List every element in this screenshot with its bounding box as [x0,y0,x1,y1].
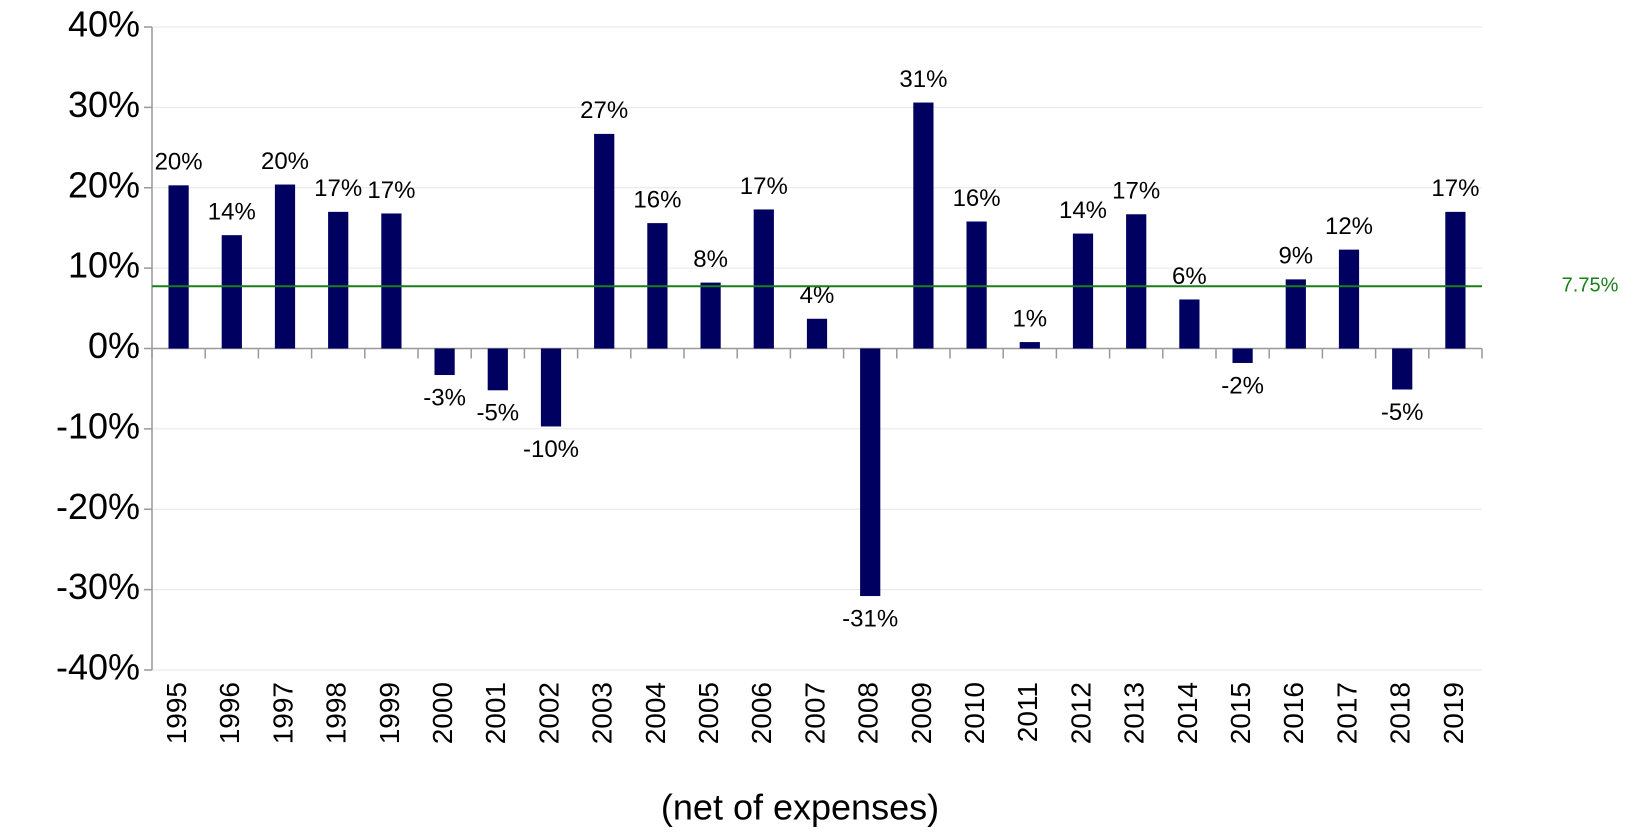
x-tick-label: 2011 [1012,682,1043,742]
data-label: -3% [423,384,466,411]
bar [1445,211,1466,349]
x-tick-label: 2014 [1172,682,1203,744]
y-tick-label: 30% [68,84,140,125]
bar [381,213,402,349]
data-label: 17% [1112,178,1160,205]
bar [221,235,242,349]
bar [540,348,562,427]
x-tick-label: 1997 [267,682,298,744]
data-label: 16% [953,185,1001,212]
x-tick-label: 2002 [533,682,564,744]
bar [753,209,774,349]
data-label: 16% [633,186,681,213]
data-label: 27% [580,97,628,124]
x-tick-label: 2019 [1438,682,1469,744]
bar [1392,348,1413,390]
data-label: -31% [842,605,898,632]
data-label: 9% [1278,243,1313,270]
y-tick-label: 40% [68,4,140,45]
bar [966,221,987,349]
y-tick-label: 10% [68,245,140,286]
bar [913,102,934,349]
x-tick-label: 1998 [321,682,352,744]
x-tick-label: 2016 [1278,682,1309,744]
data-label: -5% [1381,399,1424,426]
data-label: 17% [1431,175,1479,202]
y-tick-label: 20% [68,164,140,205]
x-tick-label: 2009 [906,682,937,744]
bar [434,348,455,376]
bar [806,318,828,349]
x-tick-label: 1999 [374,682,405,744]
bar [487,348,508,391]
y-tick-label: -10% [56,405,140,446]
data-label: -5% [476,400,519,427]
x-tick-label: 2003 [587,682,618,744]
x-tick-label: 2001 [480,682,511,744]
data-label: 20% [261,148,309,175]
bar [1232,348,1253,363]
x-axis-title: (net of expenses) [661,787,939,828]
data-label: 14% [1059,197,1107,224]
data-label: 12% [1325,213,1373,240]
data-label: 8% [693,246,728,273]
x-tick-label: 2006 [746,682,777,744]
bar [594,133,615,349]
bar [168,185,189,349]
x-tick-label: 2005 [693,682,724,744]
data-label: 14% [208,199,256,226]
bar [700,282,721,349]
x-tick-label: 2007 [799,682,830,744]
x-tick-label: 1995 [161,682,192,744]
data-label: -2% [1221,372,1264,399]
data-label: 17% [314,175,362,202]
x-tick-label: 2000 [427,682,458,744]
y-tick-label: -20% [56,486,140,527]
data-label: 17% [740,173,788,200]
x-tick-label: 2015 [1225,682,1256,744]
x-tick-label: 2013 [1119,682,1150,744]
bar [1126,214,1147,349]
x-tick-label: 2004 [640,682,671,744]
data-label: -10% [523,436,579,463]
y-tick-label: 0% [88,325,140,366]
x-tick-label: 2018 [1385,682,1416,744]
data-label: 31% [899,66,947,93]
x-tick-label: 2017 [1331,682,1362,744]
bar [1019,342,1040,349]
x-tick-label: 2012 [1065,682,1096,744]
bar [1072,233,1094,349]
y-tick-label: -40% [56,647,140,688]
x-tick-label: 2008 [853,682,884,744]
data-label: 1% [1012,305,1047,332]
data-label: 20% [155,149,203,176]
x-tick-label: 1996 [214,682,245,744]
data-label: 17% [367,177,415,204]
bar [328,211,349,349]
bar [274,184,296,349]
bar [1179,299,1200,349]
y-tick-label: -30% [56,566,140,607]
bar [1285,279,1306,349]
x-tick-label: 2010 [959,682,990,744]
bar [1338,249,1360,349]
reference-label: 7.75% [1562,274,1619,296]
bar [860,348,881,597]
